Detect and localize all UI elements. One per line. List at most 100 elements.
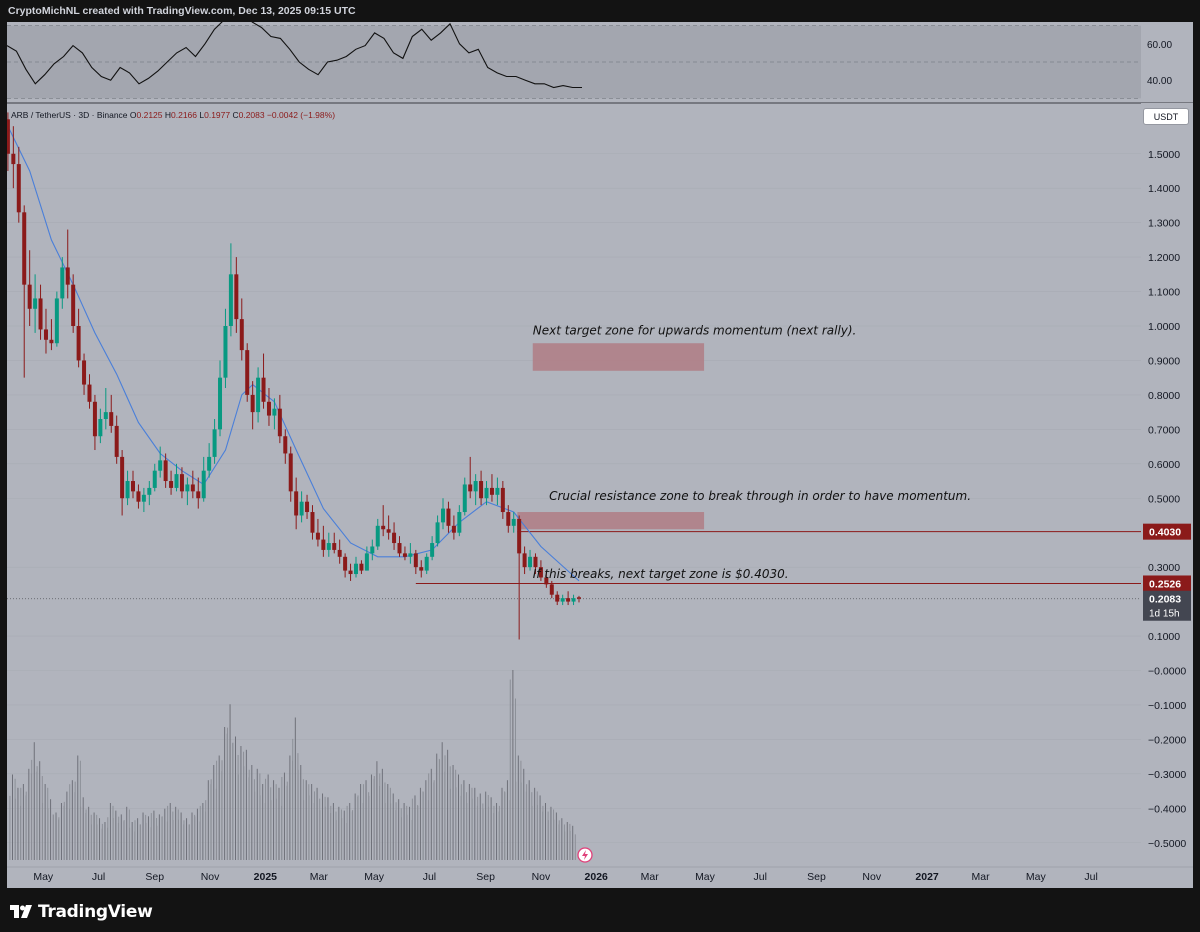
candle-body [364,553,369,571]
candle [326,532,331,557]
price-chart[interactable]: 60.00 40.00 Next target zone for upwards … [7,22,1193,888]
candle-body [457,512,462,533]
price-tick-label: 1.0000 [1148,321,1180,333]
candle-body [11,153,16,165]
chart-frame[interactable]: 60.00 40.00 Next target zone for upwards … [7,22,1193,888]
bar-countdown-label: 1d 15h [1149,609,1180,620]
annotations: Next target zone for upwards momentum (n… [533,324,971,582]
candle-body [419,567,424,571]
currency-button[interactable]: USDT [1143,108,1189,125]
candle [174,463,179,492]
candle-body [158,460,163,471]
ohlc-part: O [128,110,137,120]
candle [288,446,293,502]
grid-lines [7,153,1141,844]
candle [337,539,342,564]
time-tick-label: May [1026,871,1047,883]
candle-body [408,553,413,557]
time-tick-label: May [33,871,54,883]
candle [256,367,261,423]
candle-body [98,419,103,437]
rsi-line [7,22,582,89]
time-tick-label: 2025 [254,871,278,883]
candle-body [272,408,277,416]
candle [38,284,43,340]
price-tick-label: 0.7000 [1148,424,1180,436]
candle-body [484,487,489,499]
candle-body [479,481,484,499]
candle-body [185,484,190,492]
moving-average-line [7,125,580,582]
candle-body [109,412,114,426]
candle [511,512,516,533]
ohlc-part: C [230,110,239,120]
candle-body [370,546,375,554]
candle-body [321,539,326,550]
ohlc-part: L [197,110,204,120]
price-tick-label: −0.5000 [1148,838,1186,850]
candle-body [315,532,320,540]
candle-body [228,274,233,326]
attribution-bar: CryptoMichNL created with TradingView.co… [0,0,1200,22]
candle-body [141,494,146,502]
candle-body [511,518,516,526]
symbol-ohlc-text: ARB / TetherUS · 3D · Binance O0.2125 H0… [11,110,335,120]
candle-body [522,553,527,568]
candle-body [87,384,92,402]
candle [430,536,435,561]
symbol-header-line: ARB / TetherUS · 3D · Binance O0.2125 H0… [11,110,335,120]
candle [169,470,174,495]
candle-body [538,567,543,578]
candle [555,591,560,606]
candle-body [277,408,282,437]
candle-body [190,484,195,492]
candle [353,556,358,578]
candle [49,319,54,351]
candle-body [495,487,500,495]
candle-body [359,563,364,571]
candle [71,274,76,333]
candle-body [22,212,27,285]
candle [402,546,407,561]
chart-annotation: Next target zone for upwards momentum (n… [533,324,857,338]
candle-body [207,456,212,471]
candle-body [60,267,65,299]
candle [489,474,494,502]
candle [82,353,87,395]
price-tick-label: −0.0000 [1148,666,1186,678]
candle-body [402,553,407,557]
candle-body [7,119,10,154]
candle-body [82,360,87,385]
candle-body [218,377,223,430]
candle [375,518,380,550]
candle [479,470,484,506]
price-axis-bg [1141,103,1193,888]
candle-body [71,284,76,326]
flash-icon[interactable] [577,847,593,863]
candle-body [174,474,179,488]
candle-body [413,553,418,568]
candle-body [212,429,217,457]
candle-body [299,501,304,516]
candle [98,408,103,444]
candle-body [424,556,429,571]
candle [196,477,201,509]
candle [190,470,195,499]
candle [522,546,527,575]
candle [179,467,184,499]
candle [245,343,250,402]
candle-body [234,274,239,320]
candle [484,481,489,506]
tradingview-logo[interactable]: TradingView [10,902,153,922]
candle [234,257,239,333]
candle-body [169,481,174,488]
candle-body [489,487,494,495]
ohlc-part: 0.2125 [137,110,163,120]
ohlc-part: 0.2166 [171,110,197,120]
candle-body [353,563,358,575]
candle [7,112,10,171]
candle [228,243,233,337]
candle [250,381,255,430]
price-tick-label: −0.1000 [1148,700,1186,712]
candle-body [386,529,391,533]
